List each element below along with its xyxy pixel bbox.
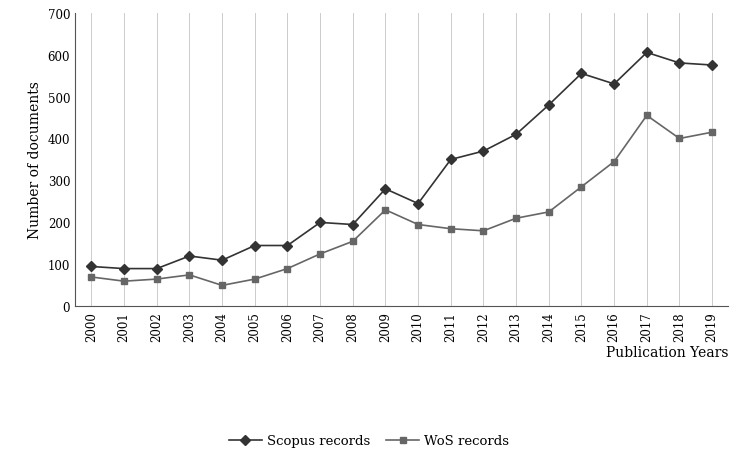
WoS records [642,113,651,119]
Scopus records [315,220,324,226]
WoS records [381,207,390,213]
Scopus records [610,82,619,87]
X-axis label: Publication Years: Publication Years [606,345,728,359]
Scopus records [414,201,423,207]
WoS records [250,277,259,282]
WoS records [119,279,128,284]
Scopus records [707,63,716,69]
WoS records [414,222,423,228]
Scopus records [381,187,390,192]
WoS records [675,137,684,142]
WoS records [479,229,488,234]
Line: Scopus records: Scopus records [88,50,716,272]
WoS records [218,283,227,289]
WoS records [610,160,619,165]
Scopus records [642,51,651,56]
Scopus records [185,254,194,259]
WoS records [348,239,357,244]
Scopus records [446,157,455,163]
WoS records [315,252,324,257]
Scopus records [348,222,357,228]
WoS records [152,277,161,282]
Scopus records [511,132,520,138]
WoS records [544,210,553,215]
WoS records [283,266,292,272]
Y-axis label: Number of documents: Number of documents [29,81,42,239]
Scopus records [119,266,128,272]
Scopus records [87,264,96,270]
Scopus records [283,243,292,249]
Line: WoS records: WoS records [88,113,716,289]
WoS records [87,275,96,280]
WoS records [185,272,194,278]
Scopus records [218,258,227,263]
WoS records [511,216,520,221]
Legend: Scopus records, WoS records: Scopus records, WoS records [224,429,514,451]
WoS records [577,184,586,190]
Scopus records [250,243,259,249]
Scopus records [544,103,553,108]
Scopus records [577,72,586,77]
Scopus records [479,149,488,154]
Scopus records [152,266,161,272]
WoS records [446,226,455,232]
WoS records [707,130,716,136]
Scopus records [675,61,684,66]
